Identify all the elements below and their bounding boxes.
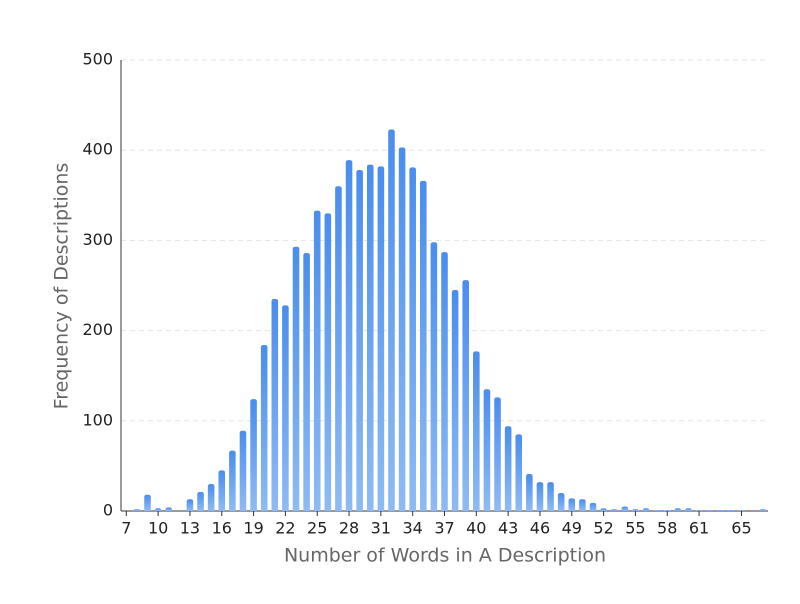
x-tick-label: 61 (689, 519, 709, 538)
bar (388, 129, 395, 512)
x-tick-label: 31 (371, 519, 391, 538)
bar (398, 147, 406, 511)
bar (759, 509, 766, 511)
x-tick-label: 52 (593, 519, 613, 538)
x-tick-label: 25 (307, 519, 327, 538)
y-tick-label: 400 (82, 140, 113, 159)
y-tick-label: 100 (82, 410, 113, 429)
bar (303, 253, 310, 511)
bar (430, 242, 438, 512)
bar (716, 510, 724, 511)
x-tick-label: 65 (731, 519, 751, 538)
y-axis-title: Frequency of Descriptions (51, 163, 73, 410)
bar (536, 482, 544, 511)
bar (621, 506, 629, 511)
bar (356, 170, 363, 511)
bar (282, 305, 289, 511)
bar (504, 426, 512, 511)
bar (260, 345, 268, 511)
bar (239, 430, 247, 511)
x-tick-label: 22 (275, 519, 295, 538)
bar (154, 508, 162, 511)
y-tick-label: 500 (82, 50, 113, 69)
bar (738, 510, 745, 511)
bar (727, 510, 735, 511)
bar (695, 510, 703, 511)
bar (663, 510, 671, 511)
bar (579, 499, 586, 511)
x-tick-label: 46 (530, 519, 550, 538)
bar (462, 280, 470, 511)
y-tick-label: 300 (82, 230, 113, 249)
x-axis-title: Number of Words in A Description (284, 545, 606, 567)
bar (706, 510, 713, 511)
x-tick-label: 58 (657, 519, 677, 538)
bar (557, 492, 565, 511)
bar (441, 252, 448, 511)
bar (229, 450, 236, 511)
bar (473, 351, 480, 511)
x-tick-label: 55 (625, 519, 645, 538)
y-tick-label: 200 (82, 320, 113, 339)
bar (653, 510, 660, 511)
bar (568, 498, 576, 511)
bar (377, 166, 385, 511)
x-tick-label: 7 (121, 519, 131, 538)
x-tick-label: 43 (498, 519, 518, 538)
bar (685, 508, 692, 511)
bar (345, 160, 353, 511)
bar (515, 434, 523, 511)
bar (133, 509, 141, 511)
bar (335, 186, 342, 511)
x-tick-label: 49 (562, 519, 582, 538)
bar (186, 499, 194, 511)
bar (419, 180, 427, 512)
bar (451, 290, 459, 511)
bar (366, 164, 374, 511)
bar (526, 474, 533, 511)
bar (610, 509, 618, 511)
bar (642, 508, 650, 511)
bar (313, 210, 321, 511)
bar (165, 507, 173, 511)
x-tick-label: 34 (403, 519, 423, 538)
bar (600, 508, 607, 511)
bar (589, 502, 597, 511)
x-tick-label: 19 (243, 519, 263, 538)
bar (250, 399, 257, 511)
x-tick-label: 28 (339, 519, 359, 538)
bar (207, 483, 215, 511)
x-tick-label: 13 (180, 519, 200, 538)
y-tick-label: 0 (103, 501, 113, 520)
x-tick-label: 40 (466, 519, 486, 538)
bar (271, 299, 279, 511)
x-tick-label: 37 (434, 519, 454, 538)
x-tick-label: 16 (212, 519, 232, 538)
bar (547, 482, 554, 511)
bar (632, 509, 639, 511)
bar (197, 492, 204, 511)
bar (292, 246, 300, 512)
bar (144, 494, 151, 511)
bar (409, 167, 416, 511)
x-tick-label: 10 (148, 519, 168, 538)
bar (494, 397, 501, 511)
bar (674, 508, 682, 511)
bar (218, 470, 226, 511)
bar (324, 213, 332, 511)
bar (483, 389, 491, 511)
